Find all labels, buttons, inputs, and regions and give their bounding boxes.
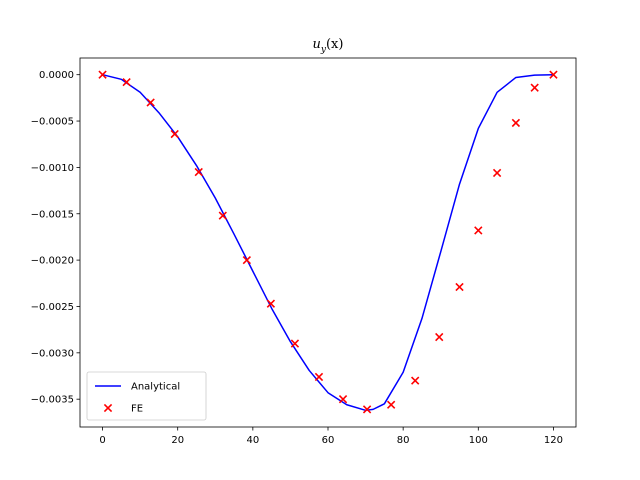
fe-marker (492, 168, 502, 178)
x-tick-label: 60 (322, 435, 335, 446)
fe-marker (218, 211, 227, 220)
y-tick-label: −0.0035 (31, 395, 74, 406)
legend-label: Analytical (131, 382, 180, 393)
fe-marker (170, 129, 179, 139)
fe-marker-stroke (290, 339, 300, 348)
legend-label: FE (131, 404, 143, 415)
fe-marker-stroke (411, 376, 420, 385)
fe-marker (549, 70, 558, 79)
legend-box (86, 371, 207, 421)
fe-marker-stroke (314, 372, 324, 382)
fe-marker-stroke (362, 405, 372, 414)
fe-marker-stroke (549, 70, 558, 79)
fe-marker (530, 83, 539, 92)
fe-marker-stroke (218, 211, 227, 220)
fe-marker (146, 98, 155, 107)
fe-marker-stroke (98, 70, 107, 79)
axes: 0 20 40 60 80 100 120 0.0000 −0.0005 −0.0010 −0.00… (31, 57, 577, 446)
fe-marker (266, 299, 276, 308)
legend-marker-swatch (103, 403, 113, 413)
fe-marker-stroke (474, 226, 483, 235)
x-tick-label: 80 (397, 435, 410, 446)
y-tick-label: −0.0010 (31, 163, 74, 174)
fe-marker (98, 70, 107, 79)
fe-marker (242, 255, 252, 265)
legend: Analytical FE (86, 371, 207, 421)
y-tick-label: −0.0020 (31, 256, 74, 267)
fe-marker-stroke (386, 400, 396, 409)
x-tick-label: 0 (99, 435, 105, 446)
fe-marker (194, 167, 203, 177)
chart-title: uy(x) (313, 37, 344, 55)
fe-marker-stroke (194, 167, 203, 177)
x-tick-label: 40 (246, 435, 259, 446)
fe-marker (411, 376, 420, 385)
y-tick-label: −0.0005 (31, 117, 74, 128)
x-tick-label: 20 (171, 435, 184, 446)
fe-marker (474, 226, 483, 235)
analytical-line (102, 73, 554, 412)
plot-area (98, 70, 558, 414)
fe-marker-stroke (511, 118, 521, 128)
y-tick-label: −0.0025 (31, 302, 74, 313)
fe-marker (362, 405, 372, 414)
fe-marker-stroke (242, 255, 252, 265)
fe-marker-stroke (492, 168, 502, 178)
fe-marker (435, 332, 444, 342)
y-tick-label: −0.0030 (31, 348, 74, 359)
fe-marker (511, 118, 521, 128)
fe-marker-stroke (530, 83, 539, 92)
fe-marker-stroke (122, 77, 131, 87)
fe-marker-stroke (338, 395, 348, 404)
y-tick-label: −0.0015 (31, 209, 74, 220)
fe-marker-stroke (455, 282, 464, 292)
fe-marker (386, 400, 396, 409)
fe-marker (122, 77, 131, 87)
fe-marker-stroke (146, 98, 155, 107)
fe-marker (338, 395, 348, 404)
fe-marker-stroke (170, 129, 179, 139)
y-tick-label: 0.0000 (39, 70, 74, 81)
fe-marker (290, 339, 300, 348)
fe-marker (314, 372, 324, 382)
fe-marker-stroke (435, 332, 444, 342)
x-tick-label: 100 (469, 435, 488, 446)
x-tick-label: 120 (544, 435, 563, 446)
fe-marker-stroke (266, 299, 276, 308)
fe-marker (455, 282, 464, 292)
legend-marker-stroke (103, 403, 113, 413)
